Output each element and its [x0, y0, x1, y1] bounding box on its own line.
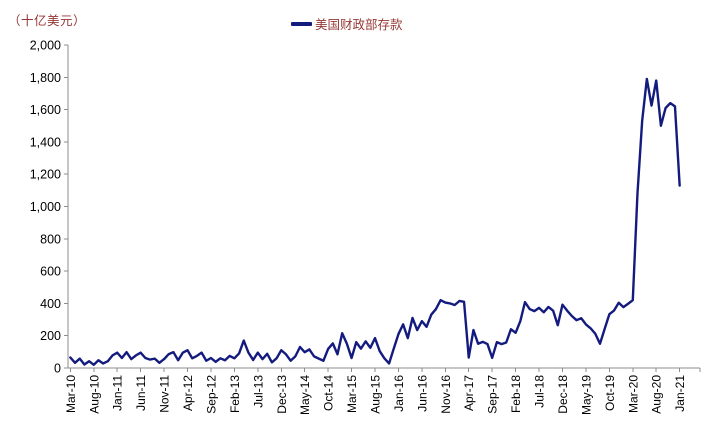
- legend-line-marker: [291, 21, 312, 26]
- y-axis-unit-label: （十亿美元）: [8, 14, 87, 28]
- x-tick-label: Feb-13: [228, 375, 242, 413]
- x-tick-label: Jul-18: [533, 375, 547, 408]
- x-tick-label: Nov-16: [439, 375, 453, 414]
- x-tick-label: Oct-19: [603, 375, 617, 411]
- x-tick-label: Jul-13: [251, 375, 265, 408]
- x-tick-label: Sep-12: [204, 375, 218, 414]
- y-tick-label: 800: [40, 232, 61, 246]
- y-tick-label: 1,400: [30, 135, 61, 149]
- treasury-deposits-series-line: [69, 77, 681, 366]
- y-tick-label: 200: [40, 329, 61, 343]
- y-tick-label: 0: [54, 362, 61, 376]
- x-tick-label: Aug-15: [369, 375, 383, 414]
- x-tick-label: Sep-17: [486, 375, 500, 414]
- x-tick-label: Dec-18: [556, 375, 570, 414]
- x-tick-label: Mar-10: [64, 375, 78, 413]
- x-tick-label: Nov-11: [158, 375, 172, 413]
- y-tick-label: 1,200: [30, 168, 61, 182]
- x-tick-label: Feb-18: [509, 375, 523, 413]
- y-tick-label: 400: [40, 297, 61, 311]
- x-tick-label: Aug-10: [87, 375, 101, 414]
- x-tick-label: Jun-16: [415, 375, 429, 412]
- legend: 美国财政部存款: [291, 14, 403, 33]
- y-tick-label: 1,800: [30, 71, 61, 85]
- y-tick-label: 2,000: [30, 39, 61, 53]
- x-tick-label: Mar-15: [345, 375, 359, 413]
- legend-series-label: 美国财政部存款: [315, 18, 403, 32]
- x-tick-label: Oct-14: [322, 375, 336, 411]
- x-tick-label: Jun-11: [134, 375, 148, 411]
- x-tick-label: Mar-20: [626, 375, 640, 413]
- x-tick-label: May-19: [579, 375, 593, 415]
- x-tick-label: Apr-17: [462, 375, 476, 411]
- x-tick-label: Jan-21: [673, 375, 687, 412]
- y-tick-label: 1,000: [30, 200, 61, 214]
- x-tick-label: May-14: [298, 375, 312, 415]
- x-tick-label: Jan-11: [111, 375, 125, 411]
- x-tick-label: Aug-20: [650, 375, 664, 414]
- x-tick-label: Jan-16: [392, 375, 406, 412]
- y-tick-label: 1,600: [30, 103, 61, 117]
- y-tick-label: 600: [40, 265, 61, 279]
- x-tick-label: Dec-13: [275, 375, 289, 414]
- x-tick-label: Apr-12: [181, 375, 195, 411]
